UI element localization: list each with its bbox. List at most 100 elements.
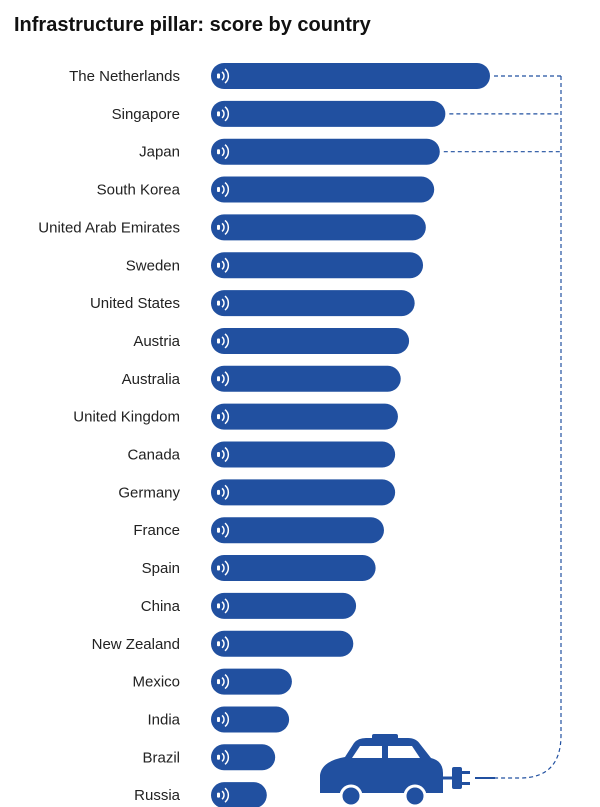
signal-icon <box>221 260 225 270</box>
bar <box>211 214 426 241</box>
signal-icon <box>217 262 220 268</box>
category-label: Spain <box>142 560 180 577</box>
bar <box>211 138 440 165</box>
signal-icon <box>224 598 230 614</box>
signal-icon <box>221 714 225 725</box>
signal-icon <box>217 376 220 382</box>
category-label: India <box>147 711 180 728</box>
category-label: United Arab Emirates <box>38 219 180 236</box>
signal-icon <box>217 111 220 117</box>
signal-icon <box>221 601 225 611</box>
signal-icon <box>217 792 220 798</box>
signal-icon <box>221 298 225 308</box>
category-label: Austria <box>133 333 180 350</box>
category-label: Japan <box>139 144 180 161</box>
signal-icon <box>217 716 220 722</box>
bar <box>211 555 376 582</box>
signal-icon <box>217 224 220 230</box>
category-label: Mexico <box>132 674 180 691</box>
signal-icon <box>217 414 220 420</box>
category-label: France <box>133 522 180 539</box>
signal-icon <box>221 752 225 762</box>
bar <box>211 252 424 279</box>
signal-icon <box>224 409 230 425</box>
signal-icon <box>224 106 230 122</box>
category-label: Sweden <box>126 257 180 274</box>
category-label: Australia <box>122 371 181 388</box>
plug-prong <box>462 782 470 785</box>
signal-icon <box>224 219 230 235</box>
plug-icon <box>452 767 462 789</box>
signal-icon <box>221 147 225 157</box>
signal-icon <box>221 525 225 535</box>
bar <box>211 365 401 392</box>
bar <box>211 479 396 506</box>
signal-icon <box>221 222 225 232</box>
signal-icon <box>224 674 230 690</box>
signal-icon <box>217 489 220 495</box>
signal-icon <box>217 149 220 155</box>
signal-icon <box>224 257 230 273</box>
bar <box>211 706 290 733</box>
signal-icon <box>221 790 225 800</box>
car-window <box>352 746 382 758</box>
signal-icon <box>217 527 220 533</box>
bar <box>211 176 435 203</box>
signal-icon <box>224 446 230 463</box>
signal-icon <box>221 412 225 422</box>
signal-icon <box>224 371 230 387</box>
bar <box>211 63 490 89</box>
signal-icon <box>217 565 220 571</box>
bar <box>211 100 446 127</box>
category-label: United Kingdom <box>73 409 180 426</box>
category-label: China <box>141 598 181 615</box>
signal-icon <box>217 679 220 685</box>
signal-icon <box>221 563 225 573</box>
bar <box>211 441 396 468</box>
bar <box>211 290 415 317</box>
signal-icon <box>217 603 220 609</box>
signal-icon <box>221 487 225 497</box>
signal-icon <box>224 636 230 652</box>
bar <box>211 668 292 695</box>
signal-icon <box>217 300 220 306</box>
bar <box>211 403 398 430</box>
signal-icon <box>224 144 230 160</box>
chart-title: Infrastructure pillar: score by country <box>14 14 371 36</box>
bar <box>211 592 357 619</box>
category-label: Singapore <box>112 106 180 123</box>
signal-icon <box>217 187 220 193</box>
plug-prong <box>462 771 470 774</box>
signal-icon <box>224 711 230 728</box>
car-wheel <box>403 784 427 807</box>
signal-icon <box>221 449 225 460</box>
category-label: Canada <box>127 447 180 464</box>
signal-icon <box>224 333 230 349</box>
bar <box>211 327 410 354</box>
signal-icon <box>221 184 225 195</box>
signal-icon <box>221 374 225 384</box>
signal-icon <box>224 560 230 576</box>
signal-icon <box>224 68 230 84</box>
signal-icon <box>224 181 230 198</box>
signal-icon <box>224 522 230 538</box>
signal-icon <box>217 73 220 79</box>
category-label: United States <box>90 295 180 312</box>
signal-icon <box>224 295 230 311</box>
signal-icon <box>224 484 230 500</box>
category-label: Brazil <box>142 749 180 766</box>
car-wheel <box>339 784 363 807</box>
charging-cable <box>495 76 562 779</box>
category-label: New Zealand <box>92 636 180 653</box>
category-label: The Netherlands <box>69 68 180 85</box>
signal-icon <box>217 452 220 457</box>
signal-icon <box>217 338 220 344</box>
signal-icon <box>221 677 225 687</box>
signal-icon <box>221 71 225 81</box>
bar <box>211 517 384 544</box>
car-window <box>388 746 420 758</box>
signal-icon <box>217 641 220 647</box>
category-label: South Korea <box>97 182 181 199</box>
signal-icon <box>221 639 225 649</box>
bar <box>211 630 354 657</box>
